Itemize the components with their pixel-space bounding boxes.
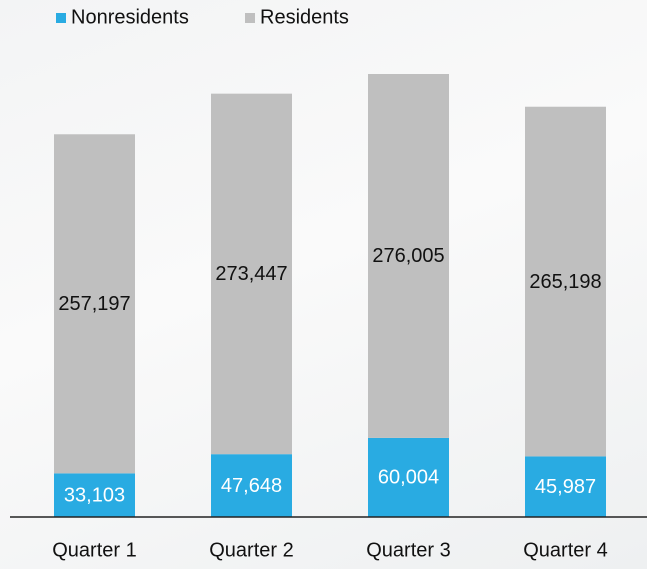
data-label: 276,005	[372, 245, 444, 267]
x-tick-label: Quarter 1	[52, 539, 136, 561]
chart: Nonresidents Residents 33,103 257,197 Quarte…	[0, 0, 647, 569]
x-tick-label: Quarter 4	[523, 539, 607, 561]
data-label: 33,103	[64, 484, 125, 506]
data-label: 47,648	[221, 475, 282, 497]
data-label: 273,447	[215, 263, 287, 285]
legend-swatch	[245, 13, 255, 23]
legend-label: Nonresidents	[71, 6, 189, 28]
legend-label: Residents	[260, 6, 349, 28]
legend-swatch	[56, 13, 66, 23]
x-tick-label: Quarter 2	[209, 539, 293, 561]
data-label: 60,004	[378, 467, 439, 489]
data-label: 45,987	[535, 476, 596, 498]
data-label: 265,198	[529, 271, 601, 293]
data-label: 257,197	[58, 293, 130, 315]
x-tick-label: Quarter 3	[366, 539, 450, 561]
